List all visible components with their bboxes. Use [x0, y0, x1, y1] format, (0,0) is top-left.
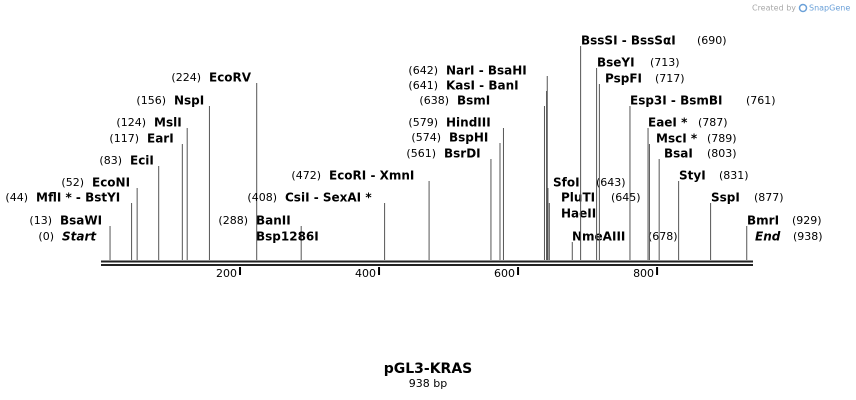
- enzyme-name: EcoRI - XmnI: [329, 169, 414, 183]
- enzyme-name: HindIII: [446, 116, 491, 130]
- site-position: (642): [408, 64, 438, 77]
- site-position: (224): [171, 71, 201, 84]
- site-position: (803): [707, 147, 737, 160]
- watermark-prefix: Created by: [752, 4, 796, 13]
- site-position: (929): [792, 214, 822, 227]
- enzyme-name: BsaWI: [60, 214, 102, 228]
- site-position: (938): [793, 230, 823, 243]
- enzyme-name: End: [755, 230, 781, 244]
- site-position: (44): [5, 191, 28, 204]
- site-position: (574): [411, 131, 441, 144]
- enzyme-name: EaeI *: [648, 116, 688, 130]
- enzyme-name: EcoNI: [92, 176, 130, 190]
- enzyme-name: KasI - BanI: [446, 79, 519, 93]
- site-position: (831): [719, 169, 749, 182]
- enzyme-name: MflI * - BstYI: [36, 191, 120, 205]
- site-position: (472): [291, 169, 321, 182]
- site-position: (690): [697, 34, 727, 47]
- site-position: (638): [419, 94, 449, 107]
- site-position: (124): [116, 116, 146, 129]
- site-position: (645): [611, 191, 641, 204]
- axis-tick-label: 600: [494, 267, 515, 280]
- enzyme-name: SfoI: [553, 176, 580, 190]
- axis-tick-label: 200: [216, 267, 237, 280]
- enzyme-name: Esp3I - BsmBI: [630, 94, 722, 108]
- site-position: (789): [707, 132, 737, 145]
- enzyme-name: Start: [62, 230, 97, 244]
- site-position: (0): [38, 230, 54, 243]
- enzyme-name: MscI *: [656, 132, 698, 146]
- enzyme-name: PspFI: [605, 72, 642, 86]
- enzyme-name: HaeII: [561, 207, 596, 221]
- title: pGL3-KRAS: [384, 361, 473, 377]
- enzyme-name: BspHI: [449, 131, 488, 145]
- site-position: (877): [754, 191, 784, 204]
- enzyme-name: BmrI: [747, 214, 779, 228]
- enzyme-name: PluTI: [561, 191, 595, 205]
- subtitle: 938 bp: [409, 377, 447, 390]
- enzyme-name: BseYI: [597, 56, 635, 70]
- site-position: (83): [99, 154, 122, 167]
- site-position: (713): [650, 56, 680, 69]
- site-position: (761): [746, 94, 776, 107]
- enzyme-name: StyI: [679, 169, 706, 183]
- site-position: (117): [109, 132, 139, 145]
- site-position: (717): [655, 72, 685, 85]
- enzyme-name: NmeAIII: [572, 230, 625, 244]
- enzyme-name: EarI: [147, 132, 174, 146]
- site-position: (288): [218, 214, 248, 227]
- site-position: (408): [247, 191, 277, 204]
- axis-tick-label: 800: [633, 267, 654, 280]
- enzyme-name: BsrDI: [444, 147, 481, 161]
- site-position: (13): [29, 214, 52, 227]
- enzyme-name: BsaI: [664, 147, 693, 161]
- axis-tick-label: 400: [355, 267, 376, 280]
- enzyme-name: CsiI - SexAI *: [285, 191, 372, 205]
- watermark-logo: [798, 3, 808, 13]
- site-position: (52): [61, 176, 84, 189]
- enzyme-name: Bsp1286I: [256, 230, 319, 244]
- enzyme-name: BsmI: [457, 94, 490, 108]
- site-position: (156): [136, 94, 166, 107]
- site-position: (643): [596, 176, 626, 189]
- site-position: (579): [408, 116, 438, 129]
- site-position: (787): [698, 116, 728, 129]
- enzyme-name: EcoRV: [209, 71, 252, 85]
- enzyme-name: NspI: [174, 94, 204, 108]
- enzyme-name: MslI: [154, 116, 182, 130]
- enzyme-name: EciI: [130, 154, 154, 168]
- enzyme-name: NarI - BsaHI: [446, 64, 527, 78]
- site-position: (678): [648, 230, 678, 243]
- site-position: (561): [406, 147, 436, 160]
- enzyme-name: BanII: [256, 214, 291, 228]
- enzyme-name: SspI: [711, 191, 740, 205]
- enzyme-name: BssSI - BssSαI: [581, 34, 676, 48]
- site-position: (641): [408, 79, 438, 92]
- watermark-brand: SnapGene: [809, 4, 850, 13]
